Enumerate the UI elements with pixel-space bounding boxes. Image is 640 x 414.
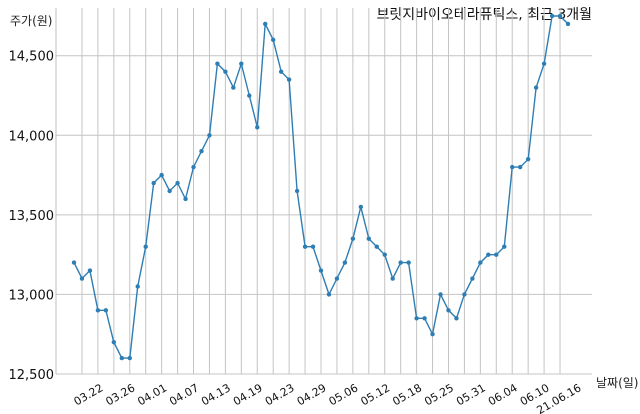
data-point bbox=[127, 355, 132, 361]
data-point bbox=[398, 260, 403, 265]
data-point bbox=[302, 244, 308, 249]
x-tick-label: 05.12 bbox=[358, 381, 392, 408]
data-point bbox=[183, 196, 188, 202]
data-point bbox=[318, 268, 324, 273]
data-point bbox=[135, 284, 140, 289]
x-tick-label: 05.18 bbox=[390, 381, 424, 408]
data-point bbox=[191, 164, 196, 170]
data-point bbox=[119, 355, 125, 361]
x-tick-label: 04.07 bbox=[167, 381, 201, 408]
data-point bbox=[454, 316, 459, 321]
data-point bbox=[565, 21, 571, 27]
data-point bbox=[366, 236, 372, 241]
data-point bbox=[111, 339, 117, 345]
data-point bbox=[223, 69, 228, 74]
data-point bbox=[438, 292, 443, 297]
y-tick-label: 12,500 bbox=[9, 368, 55, 383]
data-point bbox=[422, 316, 427, 321]
data-point bbox=[446, 308, 451, 313]
data-point bbox=[358, 204, 364, 210]
data-point bbox=[494, 252, 499, 257]
data-point bbox=[95, 308, 101, 313]
data-point bbox=[517, 164, 523, 170]
data-point bbox=[414, 316, 419, 321]
x-axis-label: 날짜(일) bbox=[596, 376, 639, 390]
y-tick-label: 14,500 bbox=[9, 50, 55, 65]
data-point bbox=[525, 156, 531, 162]
data-point bbox=[390, 276, 395, 281]
data-point bbox=[478, 260, 483, 265]
data-point bbox=[310, 244, 316, 249]
data-point bbox=[71, 260, 77, 265]
x-tick-label: 05.06 bbox=[327, 381, 361, 408]
x-tick-label: 04.23 bbox=[263, 381, 297, 408]
tick-label-layer: 12,500 13,000 13,500 14,000 14,500 03.2203.26… bbox=[9, 50, 584, 414]
data-point bbox=[462, 292, 467, 297]
y-tick-label: 14,000 bbox=[9, 129, 55, 144]
data-point bbox=[557, 13, 563, 19]
y-axis-label: 주가(원) bbox=[10, 14, 53, 28]
x-tick-label: 03.26 bbox=[103, 381, 137, 408]
data-point bbox=[470, 276, 475, 281]
data-point bbox=[79, 276, 85, 281]
data-point bbox=[270, 37, 276, 43]
data-point bbox=[406, 260, 411, 265]
data-point bbox=[103, 308, 109, 313]
series-layer bbox=[71, 13, 571, 361]
data-point bbox=[486, 252, 491, 257]
data-point bbox=[151, 180, 156, 186]
data-point bbox=[199, 149, 204, 154]
data-point bbox=[215, 61, 220, 66]
data-point bbox=[502, 244, 507, 249]
data-point bbox=[175, 180, 180, 186]
data-point bbox=[374, 244, 379, 249]
data-point bbox=[549, 13, 555, 19]
data-point bbox=[334, 276, 340, 281]
data-point bbox=[294, 188, 300, 194]
data-point bbox=[541, 61, 547, 66]
data-point bbox=[263, 21, 268, 27]
x-tick-label: 03.22 bbox=[72, 381, 106, 408]
data-point bbox=[382, 252, 387, 257]
data-point bbox=[207, 133, 212, 138]
data-point bbox=[143, 244, 148, 249]
x-tick-label: 05.31 bbox=[454, 381, 488, 408]
data-point bbox=[430, 332, 435, 337]
data-point bbox=[342, 260, 348, 265]
data-point bbox=[239, 61, 244, 66]
data-point bbox=[167, 188, 172, 194]
data-point bbox=[326, 292, 332, 297]
y-tick-label: 13,500 bbox=[9, 209, 55, 224]
data-point bbox=[278, 69, 284, 74]
grid-layer bbox=[56, 8, 592, 375]
y-tick-label: 13,000 bbox=[9, 288, 55, 303]
data-point bbox=[510, 164, 515, 170]
data-point bbox=[159, 172, 164, 178]
x-tick-label: 04.13 bbox=[199, 381, 233, 408]
x-tick-label: 04.19 bbox=[231, 381, 265, 408]
data-point bbox=[231, 85, 236, 90]
data-point bbox=[533, 85, 539, 90]
data-point bbox=[350, 236, 356, 241]
x-tick-label: 04.01 bbox=[135, 381, 169, 408]
x-tick-label: 05.25 bbox=[422, 381, 456, 408]
chart-title: 브릿지바이오테라퓨틱스, 최근 3개월 bbox=[376, 7, 592, 23]
x-tick-label: 06.04 bbox=[486, 381, 520, 408]
data-point bbox=[87, 268, 93, 273]
data-point bbox=[286, 77, 292, 82]
data-point bbox=[255, 125, 260, 130]
x-tick-label: 04.29 bbox=[295, 381, 329, 408]
data-point bbox=[247, 93, 252, 98]
